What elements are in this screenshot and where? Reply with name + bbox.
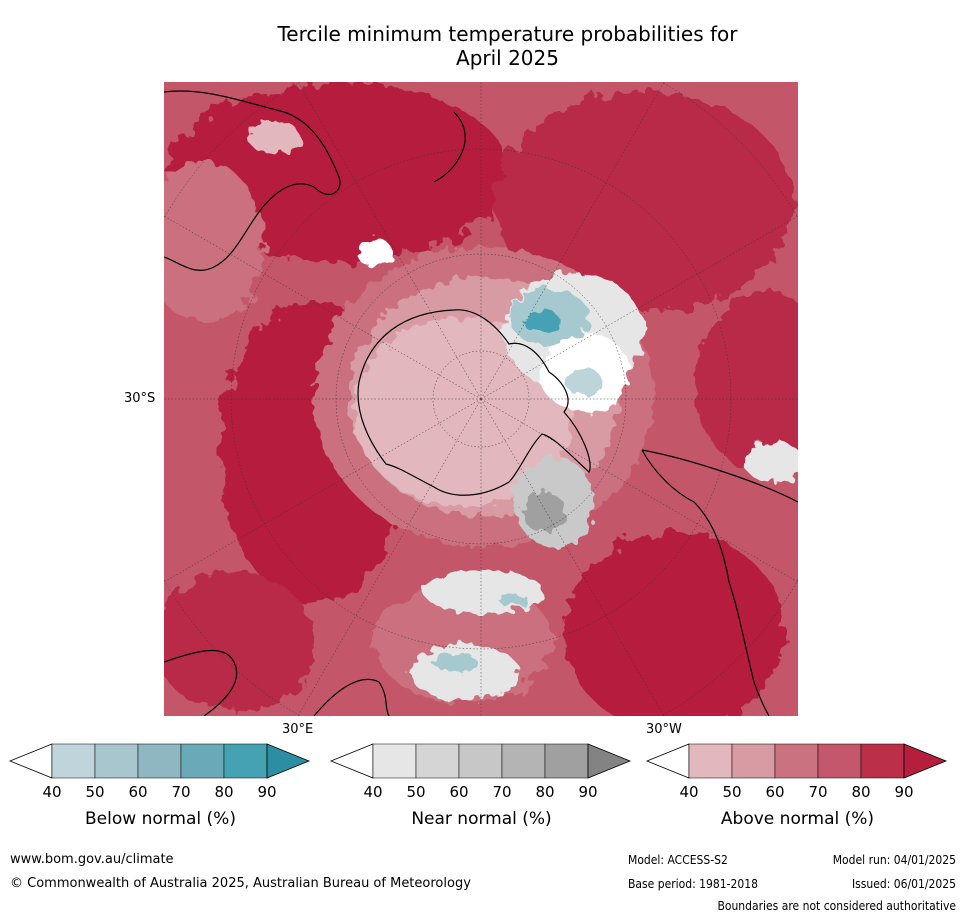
colorbar-below: 40 50 60 70 80 90 Below normal (%)	[8, 743, 313, 833]
colorbar-below-tick: 70	[171, 783, 191, 801]
colorbar-below-swatch	[51, 743, 96, 779]
africa-coastline	[164, 649, 390, 716]
colorbar-above-swatch	[688, 743, 733, 779]
colorbar-near-swatch	[415, 743, 460, 779]
australia-coastline	[164, 90, 341, 271]
colorbar-above-tick: 80	[851, 783, 871, 801]
colorbar-below-low-extend	[8, 743, 53, 779]
colorbar-above-swatches	[645, 743, 948, 779]
footer-model-run: Model run: 04/01/2025	[832, 853, 956, 867]
colorbar-below-high-extend	[266, 743, 311, 779]
colorbar-above-swatch	[860, 743, 905, 779]
colorbar-above-ticks: 40 50 60 70 80 90	[645, 783, 950, 803]
colorbar-near-swatch	[501, 743, 546, 779]
colorbar-near-tick: 80	[535, 783, 555, 801]
lon-label-30e: 30°E	[282, 722, 314, 737]
colorbar-near-label: Near normal (%)	[411, 809, 552, 829]
colorbar-below-ticks: 40 50 60 70 80 90	[8, 783, 313, 803]
colorbar-below-swatch	[94, 743, 139, 779]
new-zealand-coastline	[433, 111, 466, 183]
colorbar-above-low-extend	[645, 743, 690, 779]
colorbar-above-tick: 60	[765, 783, 785, 801]
colorbar-below-swatch	[137, 743, 182, 779]
colorbar-near-low-extend	[329, 743, 374, 779]
footer-model: Model: ACCESS-S2	[628, 853, 728, 867]
above-normal-regions	[164, 82, 798, 716]
colorbar-near-tick: 60	[449, 783, 469, 801]
map-svg	[164, 82, 798, 716]
colorbar-above-swatch	[774, 743, 819, 779]
below-normal-regions	[432, 289, 602, 672]
colorbar-above-tick: 40	[679, 783, 699, 801]
colorbar-above-high-extend	[903, 743, 948, 779]
colorbar-near-swatches	[329, 743, 632, 779]
title-line-2: April 2025	[456, 46, 559, 70]
antarctica-coastline	[357, 309, 591, 496]
lat-label-30s: 30°S	[124, 391, 156, 406]
south-america-coastline	[641, 449, 798, 716]
footer-website: www.bom.gov.au/climate	[10, 852, 174, 867]
colorbar-below-label: Below normal (%)	[85, 809, 236, 829]
graticule	[164, 82, 798, 716]
colorbar-near-swatch	[372, 743, 417, 779]
footer-disclaimer: Boundaries are not considered authoritat…	[717, 899, 956, 913]
colorbar-above-swatch	[817, 743, 862, 779]
colorbar-above-tick: 50	[722, 783, 742, 801]
footer-issued: Issued: 06/01/2025	[851, 877, 956, 891]
footer-copyright: © Commonwealth of Australia 2025, Austra…	[10, 876, 471, 891]
colorbar-below-tick: 60	[128, 783, 148, 801]
colorbar-below-tick: 50	[85, 783, 105, 801]
colorbar-above: 40 50 60 70 80 90 Above normal (%)	[645, 743, 950, 833]
chart-title: Tercile minimum temperature probabilitie…	[0, 22, 965, 70]
colorbar-above-swatch	[731, 743, 776, 779]
colorbar-near-tick: 50	[406, 783, 426, 801]
colorbar-below-swatch	[180, 743, 225, 779]
colorbar-below-tick: 80	[214, 783, 234, 801]
colorbar-above-tick: 90	[894, 783, 914, 801]
polar-map	[164, 82, 798, 716]
colorbar-near-swatch	[458, 743, 503, 779]
colorbar-below-swatches	[8, 743, 311, 779]
colorbar-near-ticks: 40 50 60 70 80 90	[329, 783, 634, 803]
colorbar-below-tick: 90	[257, 783, 277, 801]
title-line-1: Tercile minimum temperature probabilitie…	[277, 22, 738, 46]
colorbar-below-tick: 40	[42, 783, 62, 801]
footer-base-period: Base period: 1981-2018	[628, 877, 759, 891]
lon-label-30w: 30°W	[646, 722, 682, 737]
colorbar-near-tick: 40	[363, 783, 383, 801]
colorbar-above-tick: 70	[808, 783, 828, 801]
colorbar-above-label: Above normal (%)	[720, 809, 875, 829]
colorbar-near-high-extend	[587, 743, 632, 779]
colorbar-below-swatch	[223, 743, 268, 779]
colorbar-near-tick: 70	[492, 783, 512, 801]
colorbar-near-tick: 90	[578, 783, 598, 801]
colorbar-near-swatch	[544, 743, 589, 779]
colorbar-near: 40 50 60 70 80 90 Near normal (%)	[329, 743, 634, 833]
